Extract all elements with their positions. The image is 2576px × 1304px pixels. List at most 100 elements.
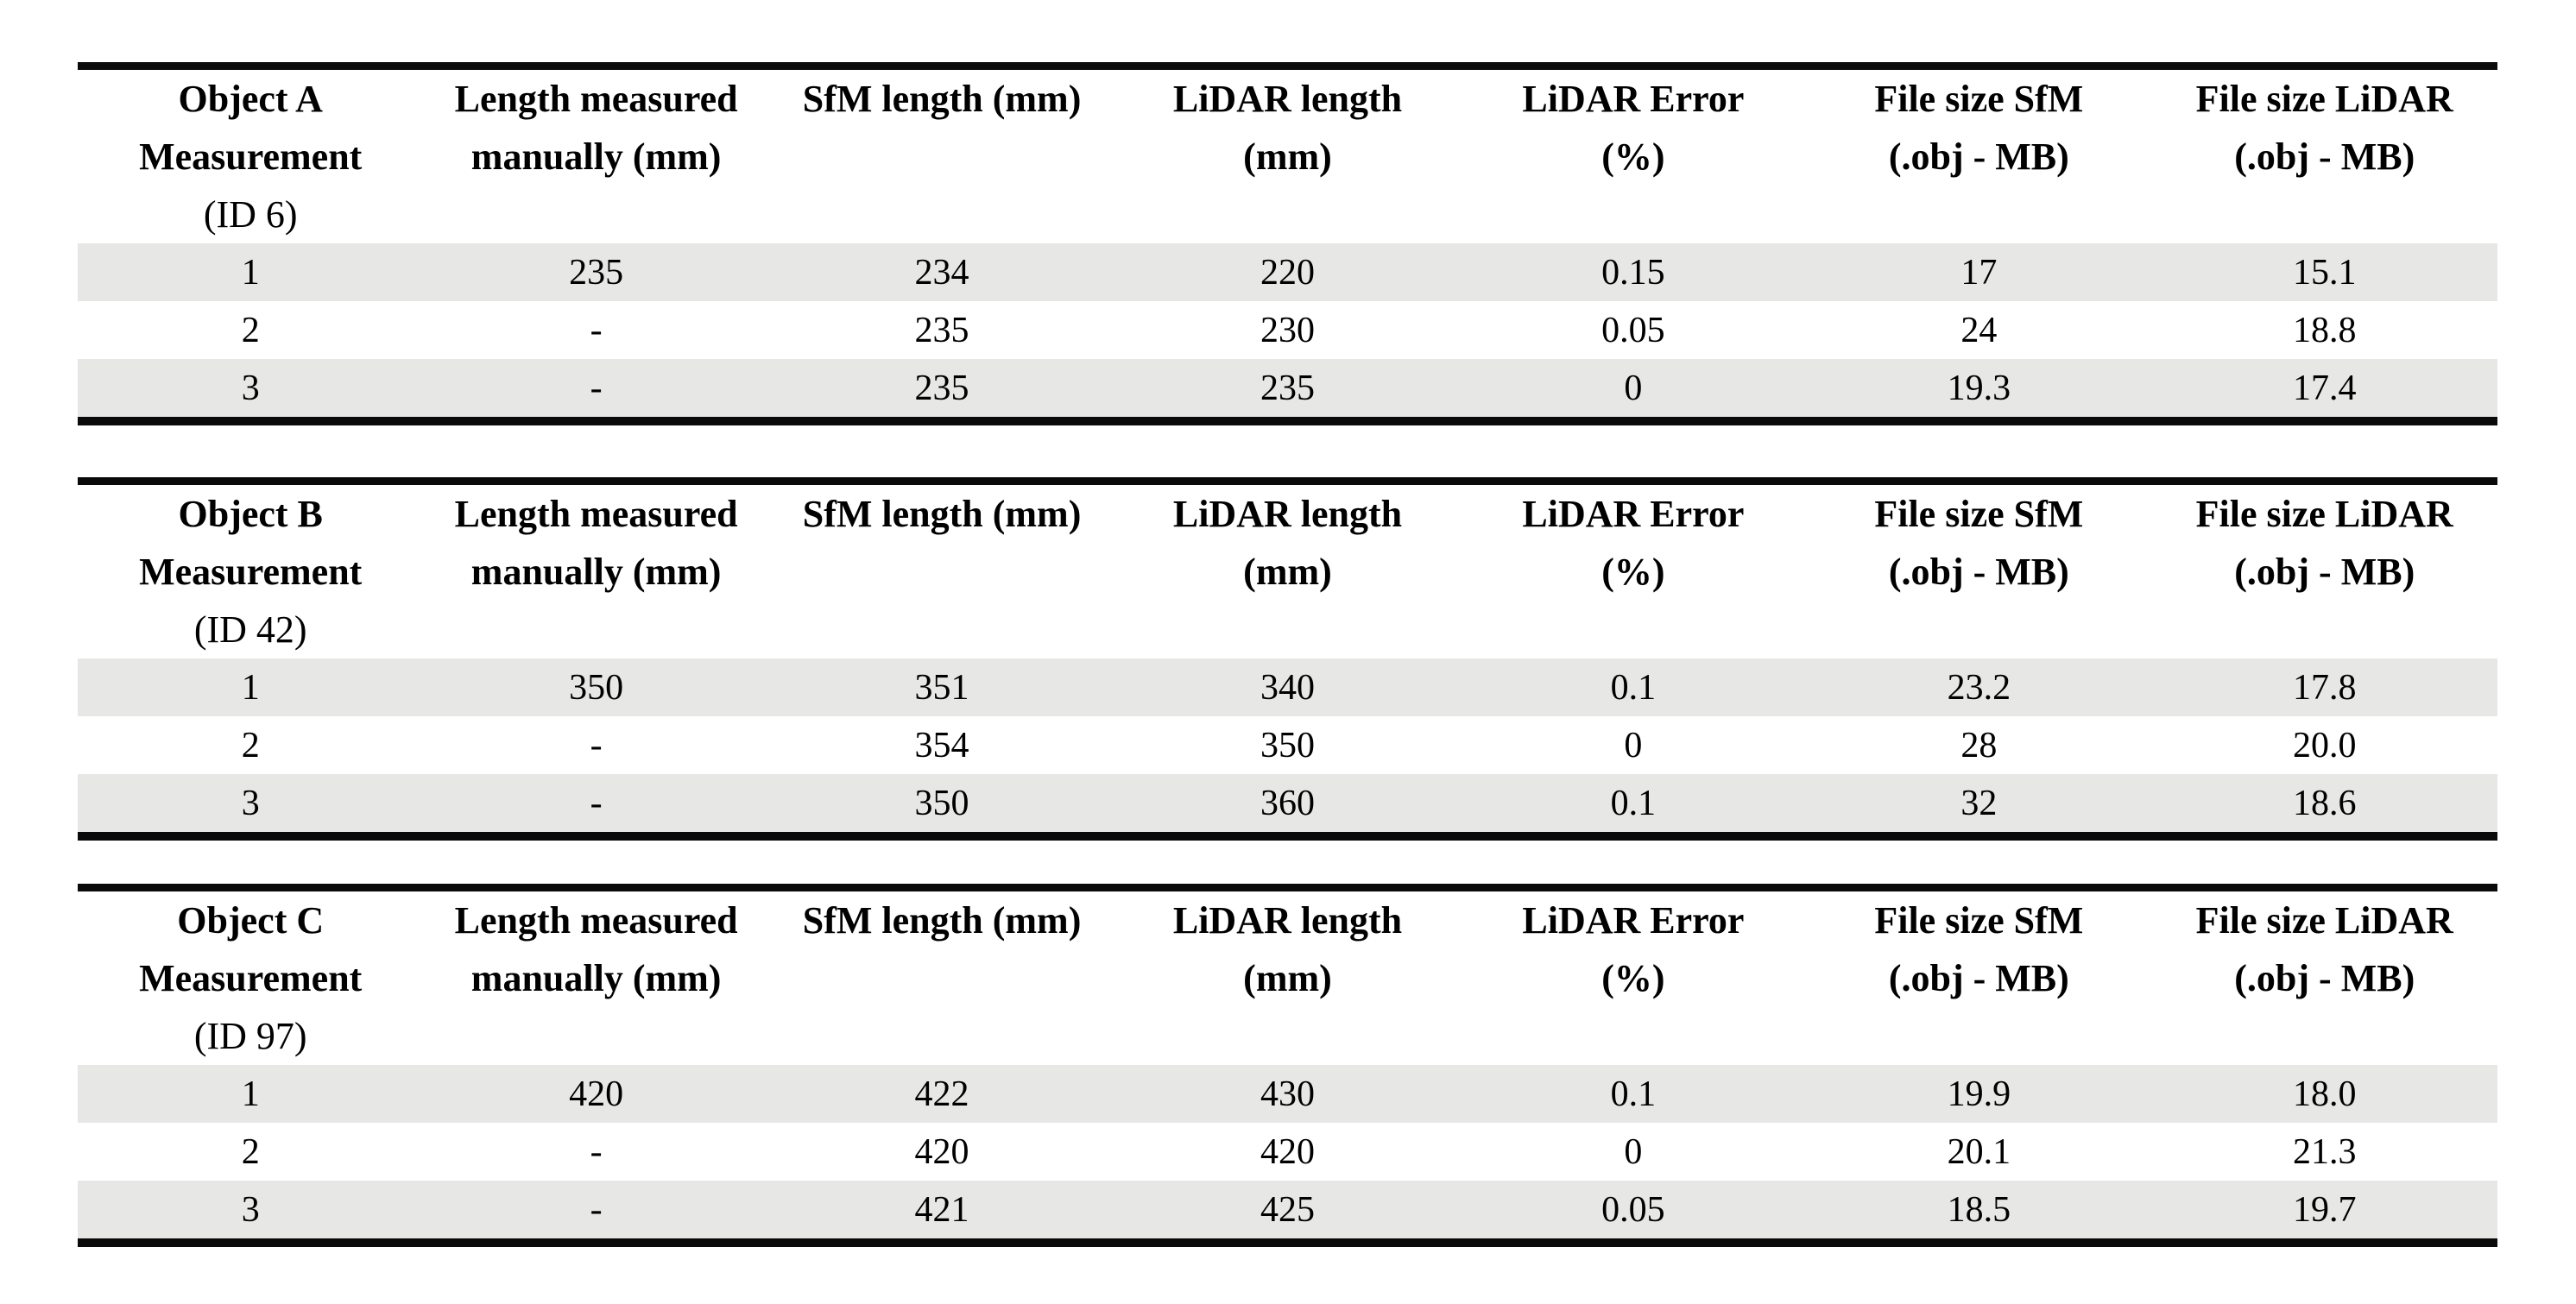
table-row-object-c-measurement-2: 2 - 420 420 0 20.1 21.3 [78, 1123, 2497, 1181]
value-cell: 18.5 [1806, 1181, 2152, 1243]
value-cell: 24 [1960, 310, 1998, 350]
header-line: (%) [1601, 135, 1665, 178]
header-line: (mm) [1243, 135, 1332, 178]
object-id: (ID 97) [193, 1015, 307, 1057]
value-cell: 0.05 [1601, 310, 1665, 350]
header-line: (.obj - MB) [2234, 135, 2415, 178]
column-header-lidar-error: LiDAR Error (%) [1461, 66, 1806, 244]
table-row-object-b-measurement-1: 1 350 351 340 0.1 23.2 17.8 [78, 658, 2497, 716]
value-cell: 18.0 [2151, 1065, 2497, 1123]
header-line: SfM length (mm) [802, 899, 1082, 942]
measurement-tables-container: Object A Measurement (ID 6) Length measured… [78, 62, 2497, 1247]
measurement-number-cell: 2 [241, 725, 260, 765]
column-header-sfm-length: SfM length (mm) [769, 66, 1114, 244]
value-cell: 19.9 [1806, 1065, 2152, 1123]
column-header-length-measured-manually: Length measured manually (mm) [423, 66, 768, 244]
object-title-header: Object A Measurement (ID 6) [78, 66, 423, 244]
value-cell: - [590, 1131, 603, 1172]
header-line: SfM length (mm) [802, 493, 1082, 535]
measurement-number-cell: 3 [78, 1181, 424, 1243]
value-cell: 18.6 [2151, 774, 2497, 836]
measurement-number-cell: 3 [78, 359, 424, 421]
value-cell: 220 [1114, 243, 1461, 301]
value-cell: - [423, 359, 769, 421]
object-id: (ID 6) [203, 193, 298, 236]
header-line: LiDAR length [1172, 78, 1403, 120]
value-cell: 17.4 [2151, 359, 2497, 421]
value-cell: 28 [1960, 725, 1998, 765]
value-cell: 21.3 [2293, 1131, 2357, 1172]
value-cell: 0.15 [1460, 243, 1807, 301]
measurement-label: Measurement [139, 551, 363, 593]
measurement-table-object-c: Object C Measurement (ID 97) Length measure… [78, 884, 2497, 1247]
value-cell: 235 [423, 243, 769, 301]
value-cell: 23.2 [1806, 658, 2152, 716]
measurement-number-cell: 1 [78, 1065, 424, 1123]
value-cell: 354 [914, 725, 969, 765]
object-title-header: Object B Measurement (ID 42) [78, 482, 423, 659]
column-header-sfm-length: SfM length (mm) [769, 482, 1114, 659]
measurement-table-object-a: Object A Measurement (ID 6) Length measured… [78, 62, 2497, 425]
header-line: (mm) [1243, 551, 1332, 593]
column-header-lidar-error: LiDAR Error (%) [1461, 888, 1806, 1066]
table-row-object-c-measurement-3: 3-421 425 0.05 18.5 19.7 [78, 1181, 2497, 1243]
value-cell: 17.8 [2151, 658, 2497, 716]
value-cell: 430 [1114, 1065, 1461, 1123]
column-header-file-size-lidar: File size LiDAR (.obj - MB) [2152, 66, 2497, 244]
value-cell: - [590, 310, 603, 350]
measurement-number-cell: 3 [78, 774, 424, 836]
measurement-number-cell: 2 [241, 310, 260, 350]
header-line: (.obj - MB) [1888, 957, 2069, 999]
value-cell: 351 [768, 658, 1115, 716]
header-line: LiDAR Error [1522, 78, 1745, 120]
object-title-header: Object C Measurement (ID 97) [78, 888, 423, 1066]
header-row-object-a: Object A Measurement (ID 6) Length measured… [78, 66, 2497, 244]
value-cell: - [423, 774, 769, 836]
value-cell: 420 [423, 1065, 769, 1123]
value-cell: 235 [768, 359, 1115, 421]
column-header-sfm-length: SfM length (mm) [769, 888, 1114, 1066]
value-cell: 20.0 [2293, 725, 2357, 765]
header-row-object-c: Object C Measurement (ID 97) Length measure… [78, 888, 2497, 1066]
header-line: manually (mm) [470, 135, 722, 178]
value-cell: - [423, 1181, 769, 1243]
header-line: (%) [1601, 957, 1665, 999]
header-line: SfM length (mm) [802, 78, 1082, 120]
value-cell: 235 [1114, 359, 1461, 421]
header-line: File size LiDAR [2195, 899, 2453, 942]
value-cell: 0 [1624, 725, 1643, 765]
header-line: manually (mm) [470, 957, 722, 999]
value-cell: 0.1 [1460, 1065, 1807, 1123]
measurement-label: Measurement [139, 957, 363, 999]
value-cell: 360 [1114, 774, 1461, 836]
value-cell: 425 [1114, 1181, 1461, 1243]
column-header-length-measured-manually: Length measured manually (mm) [423, 888, 768, 1066]
value-cell: 350 [1260, 725, 1315, 765]
value-cell: 230 [1260, 310, 1315, 350]
column-header-lidar-length: LiDAR length (mm) [1114, 482, 1460, 659]
value-cell: 0.1 [1460, 774, 1807, 836]
measurement-number-cell: 1 [78, 658, 424, 716]
value-cell: 18.8 [2293, 310, 2357, 350]
header-line: File size SfM [1874, 78, 2084, 120]
measurement-label: Measurement [139, 135, 363, 178]
header-line: (mm) [1243, 957, 1332, 999]
value-cell: 420 [1260, 1131, 1315, 1172]
header-row-object-b: Object B Measurement (ID 42) Length measure… [78, 482, 2497, 659]
header-line: (%) [1601, 551, 1665, 593]
header-line: LiDAR Error [1522, 899, 1745, 942]
object-id: (ID 42) [193, 608, 307, 651]
column-header-length-measured-manually: Length measured manually (mm) [423, 482, 768, 659]
header-line: File size LiDAR [2195, 78, 2453, 120]
object-name: Object C [177, 899, 325, 942]
table-row-object-c-measurement-1: 1 420 422 430 0.1 19.9 18.0 [78, 1065, 2497, 1123]
table-row-object-b-measurement-2: 2 - 354 350 0 28 20.0 [78, 716, 2497, 774]
column-header-file-size-lidar: File size LiDAR (.obj - MB) [2152, 482, 2497, 659]
column-header-file-size-lidar: File size LiDAR (.obj - MB) [2152, 888, 2497, 1066]
header-line: File size LiDAR [2195, 493, 2453, 535]
header-line: Length measured [454, 78, 738, 120]
header-line: (.obj - MB) [1888, 135, 2069, 178]
value-cell: 234 [768, 243, 1115, 301]
table-row-object-a-measurement-2: 2 - 235 230 0.05 24 18.8 [78, 301, 2497, 359]
